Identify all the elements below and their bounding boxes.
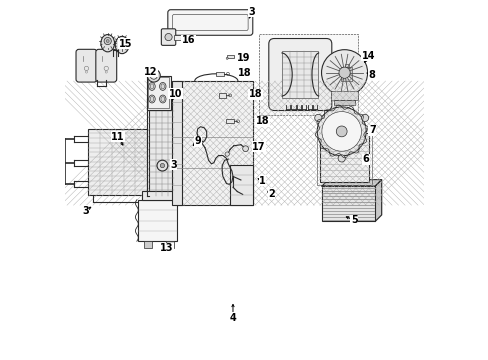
- Text: 19: 19: [237, 53, 250, 63]
- Circle shape: [321, 50, 367, 96]
- Bar: [340, 67, 351, 81]
- Ellipse shape: [115, 36, 129, 54]
- Bar: [218, 93, 225, 98]
- Bar: [317, 128, 371, 185]
- Text: 12: 12: [144, 67, 157, 77]
- Polygon shape: [321, 180, 381, 186]
- Circle shape: [147, 69, 160, 82]
- Bar: [230, 166, 252, 205]
- Text: 18: 18: [255, 116, 269, 126]
- FancyBboxPatch shape: [76, 49, 97, 82]
- FancyBboxPatch shape: [96, 49, 117, 82]
- Circle shape: [160, 163, 164, 168]
- Bar: [341, 68, 350, 80]
- Bar: [149, 99, 174, 196]
- Bar: [350, 127, 359, 133]
- FancyBboxPatch shape: [161, 29, 175, 45]
- Circle shape: [121, 41, 123, 44]
- Circle shape: [317, 107, 366, 156]
- Bar: [88, 129, 147, 195]
- Bar: [320, 133, 368, 182]
- Ellipse shape: [159, 82, 166, 90]
- Ellipse shape: [101, 35, 114, 52]
- Text: 18: 18: [248, 89, 262, 99]
- Text: 14: 14: [361, 51, 375, 61]
- Text: 2: 2: [267, 189, 274, 199]
- Text: 18: 18: [237, 68, 251, 78]
- Text: 6: 6: [362, 154, 369, 164]
- Text: 15: 15: [119, 39, 132, 49]
- Bar: [282, 51, 318, 98]
- Text: 8: 8: [368, 69, 375, 80]
- Bar: [330, 91, 358, 100]
- Circle shape: [104, 37, 111, 45]
- Circle shape: [336, 126, 346, 137]
- Bar: [171, 81, 182, 205]
- Bar: [227, 55, 234, 58]
- Circle shape: [150, 72, 157, 79]
- Text: 13: 13: [160, 243, 174, 253]
- Bar: [138, 200, 177, 241]
- Text: 3: 3: [170, 159, 177, 170]
- Circle shape: [224, 152, 229, 156]
- Text: 3: 3: [82, 206, 89, 216]
- Bar: [174, 35, 181, 40]
- Bar: [258, 34, 357, 115]
- Text: 11: 11: [111, 132, 124, 142]
- Text: 1: 1: [259, 176, 265, 186]
- Ellipse shape: [159, 95, 166, 103]
- Circle shape: [225, 57, 228, 59]
- FancyBboxPatch shape: [268, 39, 331, 111]
- Circle shape: [314, 114, 321, 122]
- Text: 10: 10: [168, 89, 182, 99]
- Ellipse shape: [148, 95, 155, 103]
- Text: 7: 7: [368, 125, 375, 135]
- Bar: [226, 119, 233, 123]
- Text: 17: 17: [252, 142, 265, 152]
- Bar: [334, 100, 354, 105]
- Circle shape: [321, 112, 361, 151]
- Bar: [321, 186, 374, 221]
- Bar: [166, 241, 174, 248]
- Circle shape: [337, 155, 345, 162]
- Text: 16: 16: [182, 35, 195, 45]
- FancyBboxPatch shape: [167, 10, 252, 35]
- Bar: [344, 64, 348, 67]
- Bar: [148, 77, 169, 108]
- Text: 3: 3: [248, 6, 255, 17]
- Circle shape: [157, 160, 167, 171]
- Bar: [146, 76, 171, 110]
- Polygon shape: [374, 180, 381, 221]
- Circle shape: [164, 33, 172, 41]
- Bar: [171, 81, 252, 205]
- Circle shape: [242, 146, 248, 152]
- Bar: [328, 127, 337, 133]
- Circle shape: [106, 40, 109, 42]
- Bar: [216, 72, 223, 76]
- Text: 5: 5: [350, 215, 357, 225]
- Circle shape: [338, 67, 349, 78]
- Ellipse shape: [148, 82, 155, 90]
- Circle shape: [118, 39, 125, 46]
- Bar: [143, 241, 151, 248]
- Text: 4: 4: [229, 312, 236, 323]
- Bar: [171, 81, 252, 205]
- Circle shape: [361, 114, 368, 122]
- Text: 9: 9: [194, 136, 201, 146]
- Bar: [142, 191, 173, 200]
